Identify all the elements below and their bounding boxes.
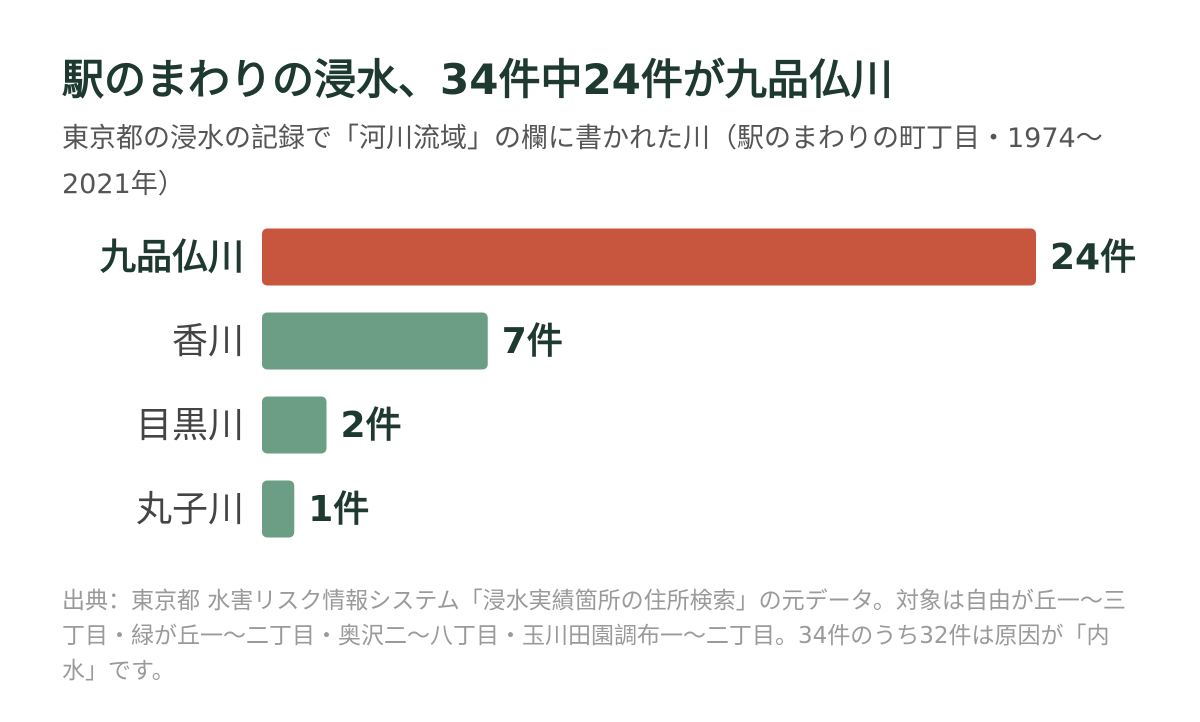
bar — [262, 480, 295, 538]
bar — [262, 228, 1036, 286]
chart-title: 駅のまわりの浸水、34件中24件が九品仏川 — [62, 55, 893, 104]
category-label: 目黒川 — [136, 405, 244, 446]
bar — [262, 396, 327, 454]
value-label: 1件 — [308, 489, 369, 530]
source-note: 出典：東京都 水害リスク情報システム「浸水実績箇所の住所検索」の元データ。対象は… — [62, 588, 1126, 684]
category-label: 丸子川 — [136, 489, 244, 530]
category-label: 香川 — [172, 321, 244, 362]
bar — [262, 312, 488, 370]
value-label: 7件 — [502, 321, 563, 362]
value-label: 24件 — [1050, 237, 1136, 278]
chart-subtitle: 東京都の浸水の記録で「河川流域」の欄に書かれた川（駅のまわりの町丁目・1974～… — [62, 123, 1103, 200]
value-label: 2件 — [341, 405, 402, 446]
category-label: 九品仏川 — [100, 237, 244, 278]
